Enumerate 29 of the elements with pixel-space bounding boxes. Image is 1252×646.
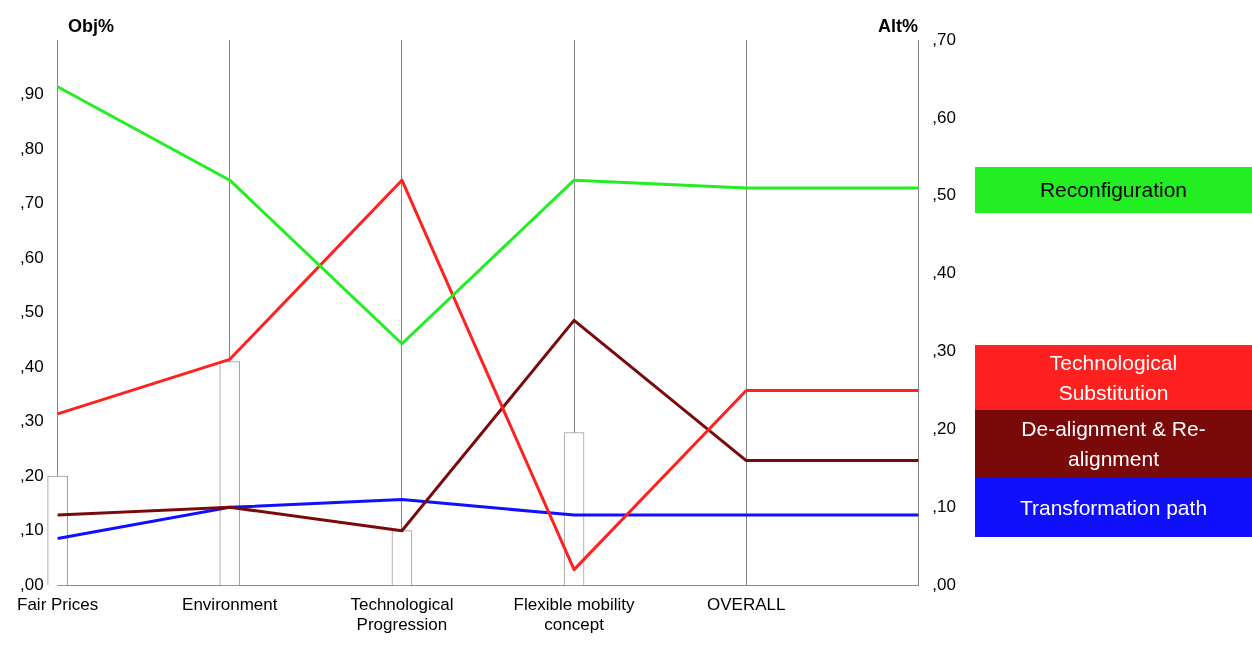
y2-tick-label: ,00 xyxy=(932,574,957,594)
x-tick-label: Technological Progression xyxy=(350,595,454,635)
x-tick-label: Flexible mobility concept xyxy=(513,595,636,635)
y-tick-label: ,50 xyxy=(19,302,44,322)
y-tick-label: ,80 xyxy=(19,138,44,158)
y-axis-title: Obj% xyxy=(68,16,115,37)
y-tick-label: ,10 xyxy=(19,520,44,540)
text: Transformation path xyxy=(1019,494,1208,521)
y2-tick-label: ,40 xyxy=(932,263,957,283)
y-tick-label: ,40 xyxy=(19,356,44,376)
y-tick-label: ,70 xyxy=(19,193,44,213)
x-tick-label: Environment xyxy=(182,595,278,615)
y2-tick-label: ,20 xyxy=(932,419,957,439)
y2-tick-label: ,10 xyxy=(932,497,957,516)
y2-tick-label: ,50 xyxy=(932,185,957,205)
y-tick-label: ,00 xyxy=(19,574,44,594)
y-tick-label: ,60 xyxy=(19,247,44,267)
text: Technological Substitution xyxy=(1048,349,1179,406)
y2-tick-label: ,70 xyxy=(932,29,957,49)
y2-tick-label: ,60 xyxy=(932,107,957,127)
y-tick-label: ,90 xyxy=(19,84,44,104)
y-tick-label: ,30 xyxy=(19,411,44,431)
text: De-alignment & Re-alignment xyxy=(1020,416,1207,472)
y-tick-label: ,20 xyxy=(19,465,44,485)
x-tick-label: Fair Prices xyxy=(17,595,99,615)
y2-tick-label: ,30 xyxy=(932,341,957,361)
y2-axis-title: Alt% xyxy=(878,16,918,37)
x-tick-label: OVERALL xyxy=(707,595,786,615)
text: Reconfiguration xyxy=(1039,177,1188,203)
